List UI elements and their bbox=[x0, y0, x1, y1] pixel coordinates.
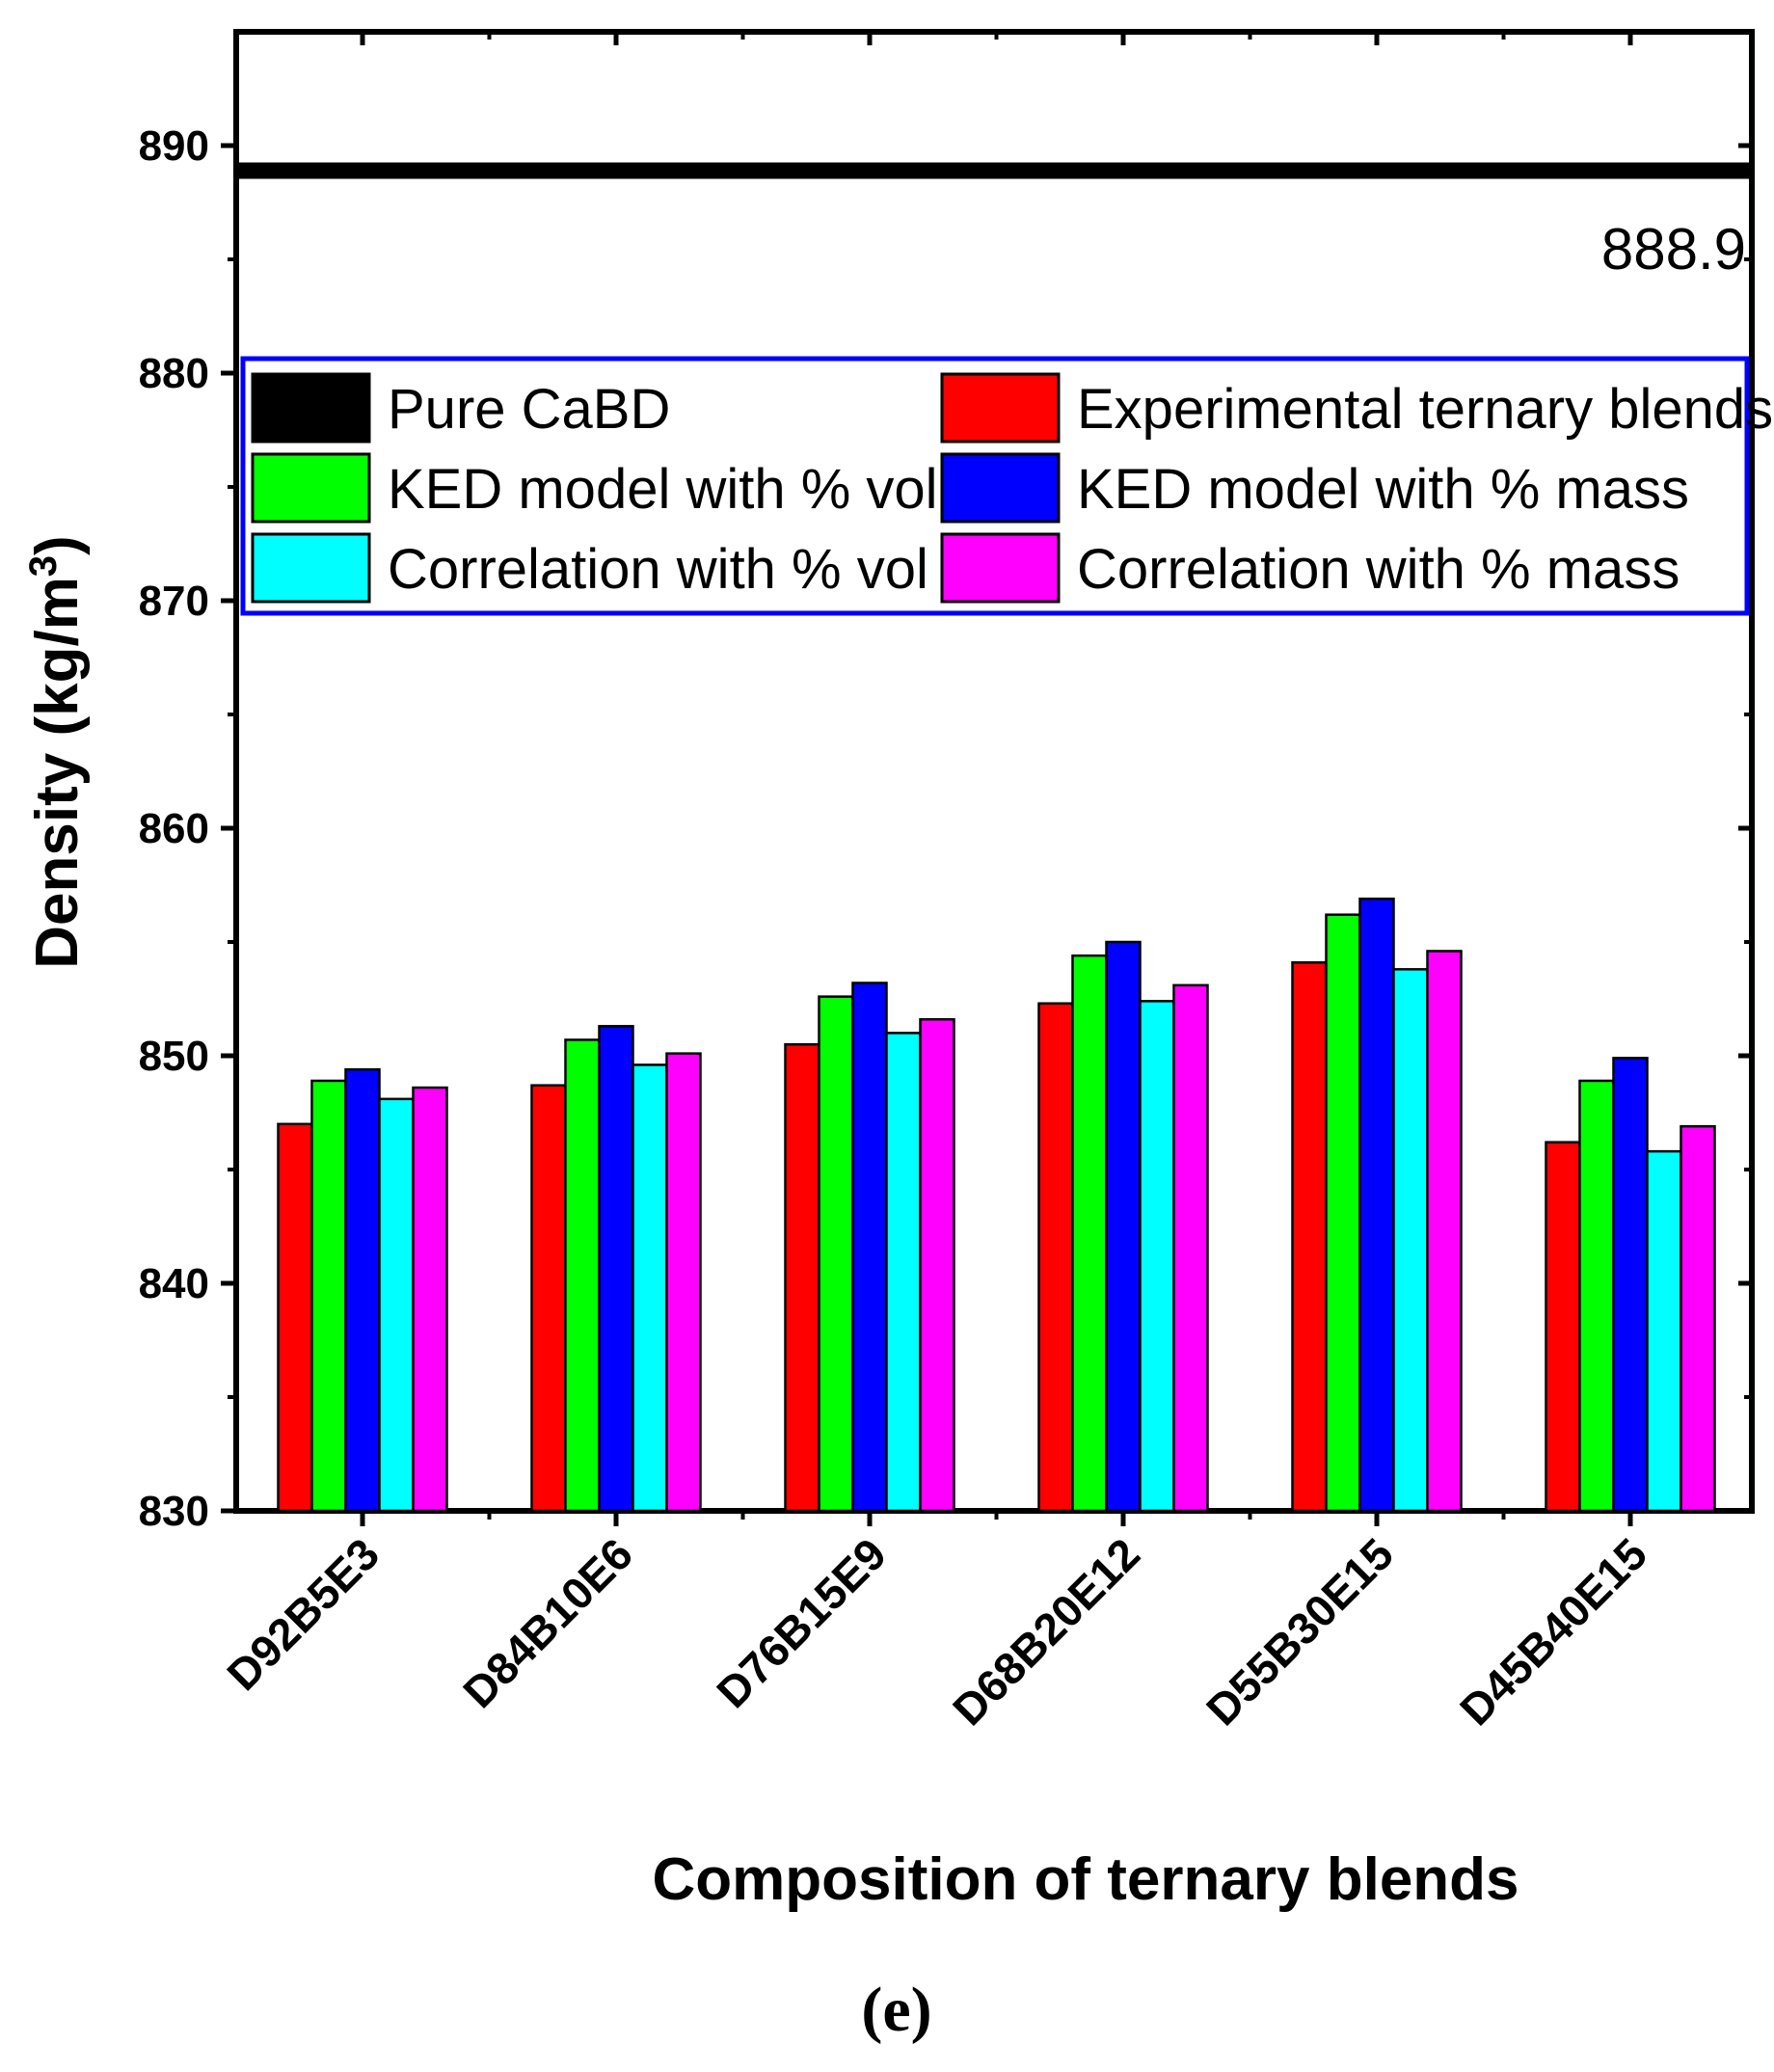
y-tick-label: 840 bbox=[139, 1260, 209, 1307]
bar bbox=[346, 1069, 380, 1511]
bar bbox=[1648, 1151, 1681, 1511]
legend-label: Correlation with % vol bbox=[388, 538, 928, 601]
y-axis-title: Density (kg/m3) bbox=[22, 535, 91, 968]
bar bbox=[887, 1033, 921, 1511]
x-tick-label: D92B5E3 bbox=[217, 1528, 389, 1700]
legend-label: Pure CaBD bbox=[388, 378, 670, 441]
legend-label: Experimental ternary blends bbox=[1077, 378, 1773, 441]
y-axis-title-superscript: 3 bbox=[22, 555, 65, 577]
x-tick-label: D68B20E12 bbox=[943, 1528, 1149, 1735]
legend-swatch bbox=[253, 534, 369, 602]
y-tick-label: 850 bbox=[139, 1033, 209, 1080]
bar bbox=[1614, 1058, 1648, 1511]
bar bbox=[380, 1099, 414, 1511]
bar bbox=[566, 1039, 600, 1511]
bar bbox=[279, 1124, 312, 1511]
y-axis-title-main: Density (kg/m bbox=[24, 577, 91, 969]
y-tick-label: 880 bbox=[139, 350, 209, 397]
bar bbox=[1107, 942, 1141, 1511]
bar bbox=[600, 1026, 633, 1511]
y-tick-label: 830 bbox=[139, 1488, 209, 1535]
x-tick-label: D84B10E6 bbox=[453, 1528, 642, 1717]
bar bbox=[532, 1086, 566, 1511]
plot-frame bbox=[236, 32, 1752, 1511]
legend-swatch bbox=[253, 454, 369, 522]
legend-label: KED model with % mass bbox=[1077, 458, 1689, 521]
bar bbox=[1174, 985, 1208, 1511]
bar bbox=[1073, 955, 1107, 1511]
x-tick-label: D45B40E15 bbox=[1450, 1528, 1656, 1735]
bar bbox=[1141, 1001, 1174, 1511]
bar bbox=[786, 1044, 820, 1511]
x-axis-title: Composition of ternary blends bbox=[652, 1846, 1519, 1913]
legend-label: Correlation with % mass bbox=[1077, 538, 1680, 601]
bar bbox=[1681, 1126, 1715, 1511]
bar bbox=[1293, 962, 1327, 1511]
bar bbox=[1360, 899, 1394, 1511]
bar bbox=[921, 1019, 954, 1511]
legend-swatch bbox=[253, 374, 369, 442]
bar bbox=[1327, 915, 1360, 1511]
y-tick-label: 870 bbox=[139, 578, 209, 625]
x-tick-label: D55B30E15 bbox=[1196, 1528, 1403, 1735]
bar bbox=[820, 997, 853, 1511]
bar bbox=[667, 1054, 701, 1511]
bar bbox=[1428, 951, 1462, 1511]
chart-marks: 830 840 850 860 870 880 890 D92B5E3 D84B10E6 D76B… bbox=[22, 32, 1773, 2045]
bar bbox=[1546, 1143, 1580, 1511]
bar bbox=[1394, 969, 1428, 1511]
bar bbox=[312, 1081, 346, 1511]
bar bbox=[633, 1064, 667, 1511]
y-tick-label: 860 bbox=[139, 805, 209, 852]
legend-swatch bbox=[942, 454, 1059, 522]
y-axis-title-close: ) bbox=[24, 535, 91, 555]
bar bbox=[1039, 1004, 1073, 1511]
bar bbox=[853, 982, 887, 1511]
y-tick-label: 890 bbox=[139, 122, 209, 170]
x-tick-label: D76B15E9 bbox=[707, 1528, 896, 1717]
bar bbox=[414, 1088, 447, 1511]
legend-label: KED model with % vol bbox=[388, 458, 938, 521]
legend-swatch bbox=[942, 534, 1059, 602]
pure-cabd-value-label: 888.9 bbox=[1601, 217, 1746, 282]
figure-caption: (e) bbox=[861, 1975, 931, 2045]
bar bbox=[1580, 1081, 1614, 1511]
legend-swatch bbox=[942, 374, 1059, 442]
